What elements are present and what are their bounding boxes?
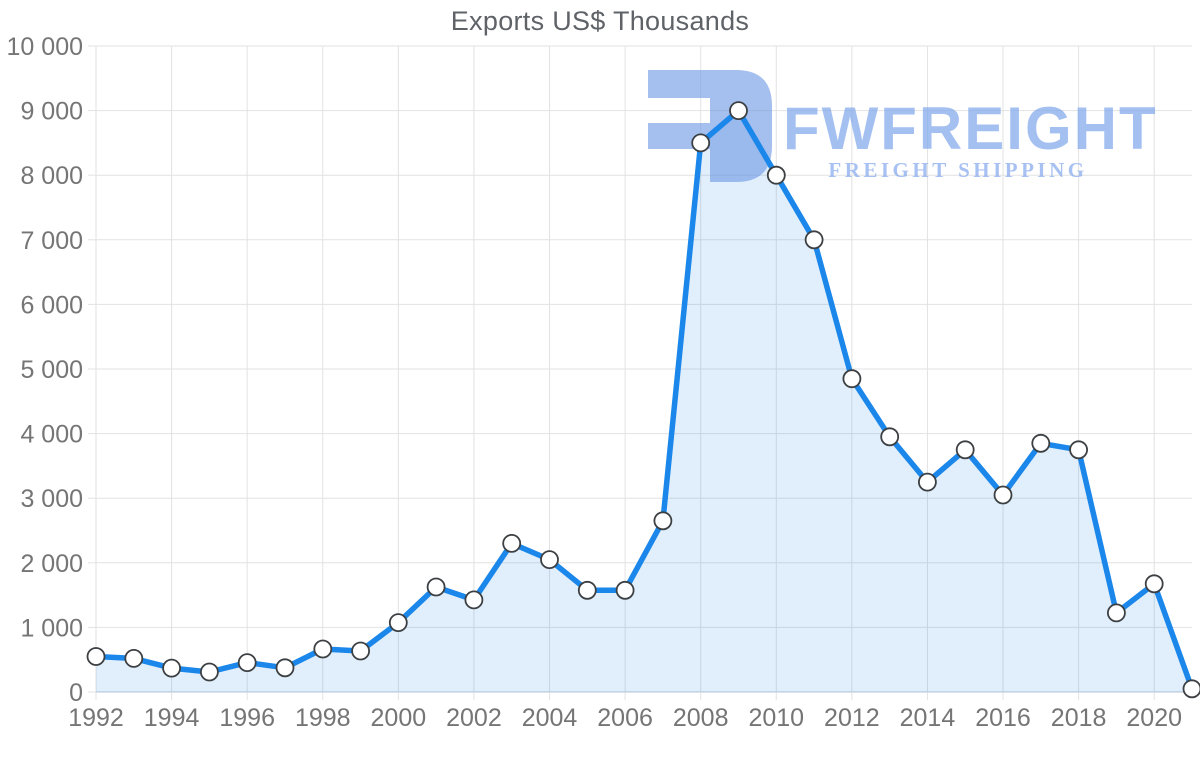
- brand-wordmark: FWFREIGHT: [783, 95, 1158, 162]
- data-point: [880, 427, 900, 447]
- data-point: [766, 165, 786, 185]
- data-point: [1031, 433, 1051, 453]
- x-tick-label: 2002: [446, 704, 502, 732]
- y-tick-label: 6 000: [20, 291, 83, 319]
- y-tick-label: 2 000: [20, 550, 83, 578]
- data-points-layer: [86, 101, 1200, 699]
- data-point: [691, 133, 711, 153]
- y-tick-label: 7 000: [20, 227, 83, 255]
- chart-title: Exports US$ Thousands: [450, 6, 750, 36]
- x-tick-label: 2020: [1126, 704, 1182, 732]
- data-point: [464, 590, 484, 610]
- data-point: [804, 230, 824, 250]
- y-tick-label: 10 000: [7, 33, 83, 61]
- x-tick-label: 2000: [371, 704, 427, 732]
- x-tick-label: 1998: [295, 704, 351, 732]
- y-tick-label: 8 000: [20, 162, 83, 190]
- data-point: [955, 440, 975, 460]
- data-point: [313, 639, 333, 659]
- data-point: [199, 662, 219, 682]
- data-point: [86, 647, 106, 666]
- data-point: [502, 534, 522, 553]
- data-point: [388, 613, 408, 632]
- data-point: [237, 653, 257, 672]
- x-tick-label: 2010: [748, 704, 804, 732]
- y-tick-label: 3 000: [20, 485, 83, 513]
- area-fill-layer: [96, 110, 1192, 693]
- data-point: [1144, 574, 1164, 594]
- y-tick-label: 4 000: [20, 421, 83, 449]
- x-tick-label: 2006: [597, 704, 653, 732]
- x-tick-label: 2008: [673, 704, 729, 732]
- y-tick-label: 1 000: [20, 614, 83, 642]
- data-point: [162, 658, 182, 678]
- data-point: [842, 369, 862, 389]
- data-point: [577, 580, 597, 600]
- data-point: [615, 580, 635, 600]
- data-point: [275, 658, 295, 678]
- brand-watermark: FWFREIGHT FREIGHT SHIPPING: [648, 70, 1158, 182]
- axis-labels-layer: 0 1 000 2 000 3 000 4 000 5 000 6 000 7 000 8 00…: [7, 33, 1182, 732]
- data-point: [124, 649, 144, 668]
- data-point: [351, 641, 371, 661]
- data-point: [993, 485, 1013, 505]
- data-point: [426, 577, 446, 597]
- x-tick-label: 1996: [219, 704, 275, 732]
- x-tick-label: 2016: [975, 704, 1031, 732]
- x-tick-label: 1994: [144, 704, 200, 732]
- data-point: [1069, 440, 1088, 460]
- y-tick-label: 0: [69, 679, 83, 707]
- x-tick-label: 2004: [522, 704, 578, 732]
- y-tick-label: 9 000: [20, 98, 83, 126]
- data-point: [1107, 603, 1126, 623]
- brand-tagline: FREIGHT SHIPPING: [828, 158, 1087, 182]
- brand-logo-mark-icon: [648, 70, 772, 182]
- data-point: [653, 511, 673, 531]
- area-fill: [96, 110, 1192, 693]
- data-point: [1182, 679, 1200, 699]
- x-tick-label: 2014: [900, 704, 956, 732]
- data-point: [729, 101, 748, 120]
- x-tick-label: 2018: [1051, 704, 1107, 732]
- y-tick-label: 5 000: [20, 356, 83, 384]
- data-point: [540, 550, 559, 569]
- x-tick-label: 2012: [824, 704, 880, 732]
- data-point: [918, 472, 937, 492]
- x-tick-label: 1992: [68, 704, 124, 732]
